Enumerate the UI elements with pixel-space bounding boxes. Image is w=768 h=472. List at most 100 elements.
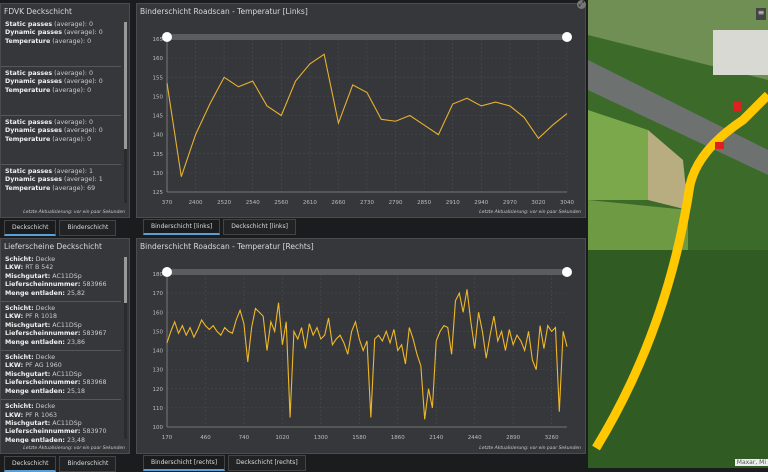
field-value: (average): 0 [50,87,91,94]
y-tick-label: 150 [153,94,164,100]
chart-panel-links: Binderschicht Roadscan - Temperatur [Lin… [136,3,586,218]
y-tick-label: 155 [153,75,164,81]
x-tick-label: 2440 [468,435,482,441]
field-label: Schicht: [5,354,34,361]
x-tick-label: 2940 [474,200,488,206]
field-value: Decke [36,305,55,312]
y-tick-label: 125 [153,190,164,196]
x-tick-label: 460 [200,435,211,441]
x-tick-label: 1860 [391,435,405,441]
field-value: (average): 0 [50,136,91,143]
y-tick-label: 180 [153,272,164,278]
field-value: (average): 0 [62,127,103,134]
x-tick-label: 3020 [531,200,545,206]
field-label: Lieferscheinnummer: [5,379,80,386]
field-label: Mischgutart: [5,322,50,329]
tab-binderschicht[interactable]: Binderschicht [59,220,116,236]
field-label: Static passes [5,21,52,28]
scrollbar[interactable] [124,257,127,439]
x-tick-label: 1020 [275,435,289,441]
field-label: Mischgutart: [5,371,50,378]
field-label: Static passes [5,119,52,126]
field-value: (average): 0 [52,70,93,77]
field-label: Lieferscheinnummer: [5,330,80,337]
panel-title: Lieferscheine Deckschicht [4,242,102,251]
field-value: 583967 [82,330,106,337]
y-tick-label: 145 [153,114,164,120]
field-label: Temperature [5,87,50,94]
y-tick-label: 160 [153,310,164,316]
field-value: RT B 542 [25,264,53,271]
field-value: (average): 0 [62,29,103,36]
field-label: Temperature [5,136,50,143]
x-tick-label: 2610 [303,200,317,206]
field-value: (average): 69 [50,185,95,192]
x-tick-label: 2540 [246,200,260,206]
x-tick-label: 2660 [331,200,345,206]
field-value: (average): 0 [52,21,93,28]
x-tick-label: 370 [162,200,173,206]
field-label: Temperature [5,185,50,192]
panel-title: FDVK Deckschicht [4,7,72,16]
tab-deckschicht-links[interactable]: Deckschicht [links] [223,219,296,235]
y-tick-label: 135 [153,152,164,158]
hot-segment [715,142,724,149]
last-update-text: Letzte Aktualisierung: vor ein paar Seku… [479,446,581,451]
range-slider-track [167,269,567,275]
range-slider-handle-right[interactable] [562,32,572,42]
field-value: AC11DSp [52,371,81,378]
tab-binderschicht[interactable]: Binderschicht [59,456,116,472]
y-tick-label: 165 [153,37,164,43]
x-tick-label: 2400 [189,200,203,206]
field-label: Dynamic passes [5,78,62,85]
field-value: (average): 0 [62,78,103,85]
field-value: AC11DSp [52,420,81,427]
layers-icon[interactable]: ≡ [756,8,766,20]
scrollbar[interactable] [124,22,127,203]
x-tick-label: 2970 [503,200,517,206]
field-value: 23,86 [67,339,85,346]
tab-binderschicht-links[interactable]: Binderschicht [links] [143,219,220,235]
x-tick-label: 1580 [352,435,366,441]
y-tick-label: 150 [153,329,164,335]
range-slider-handle-left[interactable] [162,32,172,42]
tab-deckschicht[interactable]: Deckschicht [4,456,56,472]
field-label: Static passes [5,168,52,175]
field-value: (average): 1 [62,176,103,183]
y-tick-label: 110 [153,406,164,412]
field-label: Menge entladen: [5,388,65,395]
field-value: AC11DSp [52,322,81,329]
tab-deckschicht-rechts[interactable]: Deckschicht [rechts] [228,455,306,471]
field-value: 583968 [82,379,106,386]
x-tick-label: 2560 [274,200,288,206]
tab-binderschicht-rechts[interactable]: Binderschicht [rechts] [143,455,225,471]
range-slider-handle-right[interactable] [562,267,572,277]
y-tick-label: 160 [153,56,164,62]
field-label: Static passes [5,70,52,77]
tab-deckschicht[interactable]: Deckschicht [4,220,56,236]
field-value: PF R 1063 [25,412,57,419]
range-slider-handle-left[interactable] [162,267,172,277]
x-tick-label: 2850 [417,200,431,206]
satellite-map[interactable]: ≡ Maxar, Mi [588,0,768,468]
field-value: Decke [36,256,55,263]
expand-icon[interactable]: ⤢ [577,0,586,9]
field-value: Decke [36,354,55,361]
field-label: Mischgutart: [5,420,50,427]
x-tick-label: 2520 [217,200,231,206]
y-tick-label: 170 [153,291,164,297]
field-value: 583966 [82,281,106,288]
field-value: Decke [36,403,55,410]
field-value: PF AG 1960 [25,362,62,369]
field-value: PF R 1018 [25,313,57,320]
fdvk-panel: FDVK Deckschicht Static passes (average)… [0,3,130,218]
field-label: LKW: [5,264,23,271]
field-value: 583970 [82,428,106,435]
x-tick-label: 1300 [314,435,328,441]
